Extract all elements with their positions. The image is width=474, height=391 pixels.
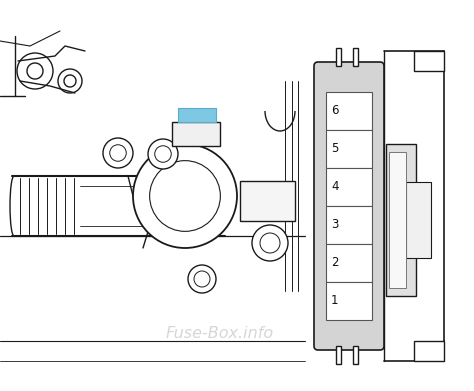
Circle shape	[194, 271, 210, 287]
Bar	[353, 346, 358, 364]
Bar	[336, 48, 341, 66]
Bar	[326, 206, 372, 244]
FancyBboxPatch shape	[386, 144, 416, 296]
Circle shape	[188, 265, 216, 293]
Bar	[0, 0, 310, 391]
Text: 6: 6	[331, 104, 338, 118]
Text: Fuse-Box.info: Fuse-Box.info	[166, 325, 274, 341]
Circle shape	[150, 161, 220, 231]
Bar	[326, 168, 372, 206]
Bar	[240, 181, 295, 221]
Circle shape	[260, 233, 280, 253]
Circle shape	[252, 225, 288, 261]
Circle shape	[110, 145, 126, 161]
Bar	[172, 122, 220, 146]
Bar	[353, 48, 358, 66]
Circle shape	[133, 144, 237, 248]
Text: 3: 3	[331, 219, 338, 231]
Bar	[326, 92, 372, 130]
Bar	[326, 130, 372, 168]
Bar	[326, 282, 372, 320]
Bar	[414, 51, 444, 71]
Circle shape	[155, 146, 171, 162]
Bar	[326, 244, 372, 282]
Text: 5: 5	[331, 142, 338, 156]
Bar	[406, 182, 431, 258]
Bar	[336, 346, 341, 364]
Bar	[389, 152, 406, 288]
Circle shape	[148, 139, 178, 169]
Bar	[178, 108, 216, 122]
Text: 1: 1	[331, 294, 338, 307]
Bar	[414, 341, 444, 361]
Text: 4: 4	[331, 181, 338, 194]
Text: 2: 2	[331, 256, 338, 269]
Circle shape	[103, 138, 133, 168]
FancyBboxPatch shape	[314, 62, 384, 350]
